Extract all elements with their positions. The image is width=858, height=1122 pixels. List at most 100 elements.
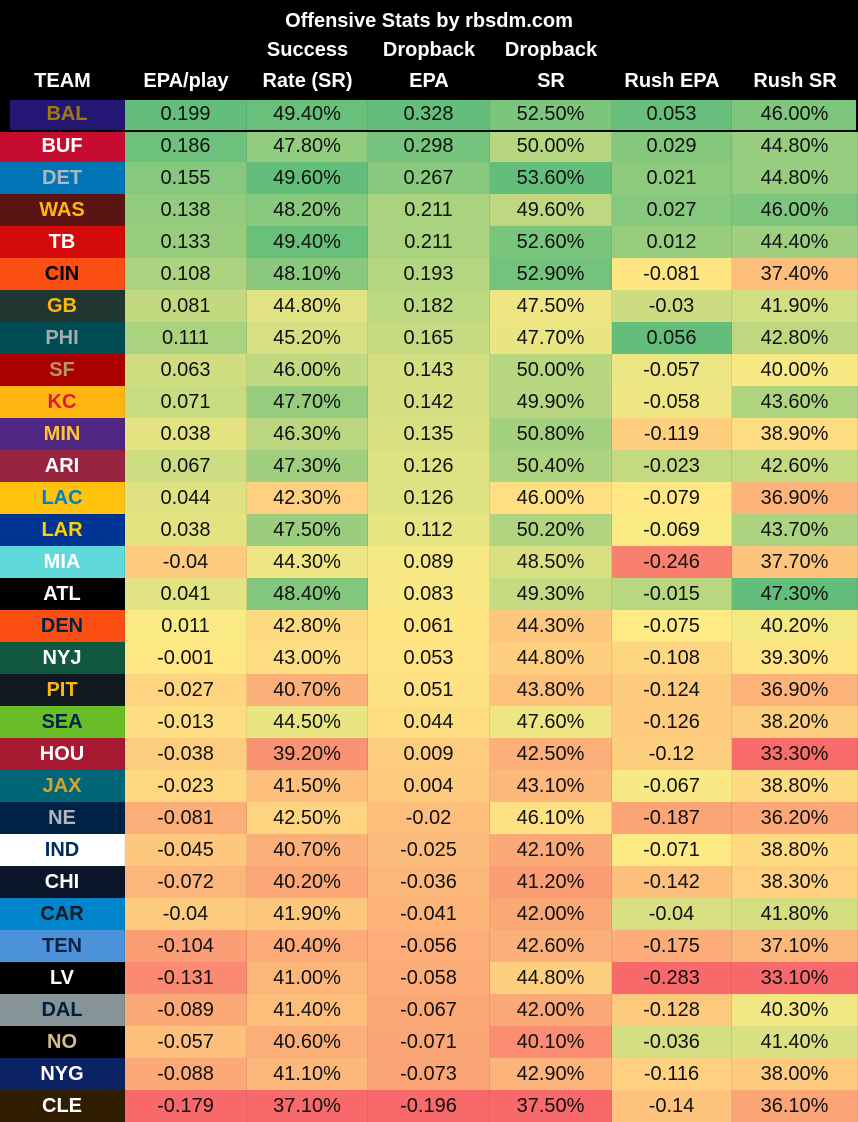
stat-cell-epa-play: 0.071 (125, 386, 247, 418)
stat-cell-success-rate: 44.30% (247, 546, 368, 578)
stat-cell-epa-play: -0.023 (125, 770, 247, 802)
stat-cell-rush-sr: 46.00% (732, 194, 858, 226)
column-header-dropback-sr: Dropback SR (490, 38, 612, 98)
stat-cell-dropback-epa: 0.051 (368, 674, 490, 706)
stat-cell-rush-epa: -0.119 (612, 418, 732, 450)
stat-cell-rush-sr: 40.00% (732, 354, 858, 386)
stat-cell-epa-play: -0.057 (125, 1026, 247, 1058)
column-header-success-rate: Success Rate (SR) (247, 38, 368, 98)
stat-cell-rush-epa: -0.116 (612, 1058, 732, 1090)
stat-cell-success-rate: 47.50% (247, 514, 368, 546)
team-cell: PIT (0, 674, 125, 706)
table-row: TB 0.133 49.40% 0.211 52.60% 0.012 44.40% (0, 226, 858, 258)
stat-cell-rush-sr: 36.10% (732, 1090, 858, 1122)
stat-cell-dropback-sr: 44.30% (490, 610, 612, 642)
stat-cell-dropback-sr: 49.90% (490, 386, 612, 418)
stat-cell-epa-play: -0.04 (125, 898, 247, 930)
stat-cell-dropback-sr: 49.30% (490, 578, 612, 610)
table-row: LV -0.131 41.00% -0.058 44.80% -0.283 33.10% (0, 962, 858, 994)
stat-cell-rush-sr: 43.70% (732, 514, 858, 546)
stat-cell-dropback-sr: 46.10% (490, 802, 612, 834)
column-header-line: EPA/play (143, 70, 229, 92)
stat-cell-dropback-sr: 50.20% (490, 514, 612, 546)
stat-cell-success-rate: 41.50% (247, 770, 368, 802)
stat-cell-success-rate: 45.20% (247, 322, 368, 354)
stat-cell-rush-sr: 33.10% (732, 962, 858, 994)
stat-cell-epa-play: -0.001 (125, 642, 247, 674)
stat-cell-success-rate: 42.80% (247, 610, 368, 642)
stat-cell-epa-play: -0.179 (125, 1090, 247, 1122)
stat-cell-epa-play: 0.041 (125, 578, 247, 610)
stat-cell-dropback-sr: 52.50% (490, 98, 612, 130)
table-row: LAC 0.044 42.30% 0.126 46.00% -0.079 36.90% (0, 482, 858, 514)
team-cell: ARI (0, 450, 125, 482)
stat-cell-rush-epa: -0.081 (612, 258, 732, 290)
stat-cell-dropback-sr: 44.80% (490, 642, 612, 674)
table-row: NYJ -0.001 43.00% 0.053 44.80% -0.108 39.30% (0, 642, 858, 674)
stat-cell-rush-sr: 44.80% (732, 130, 858, 162)
stat-cell-dropback-sr: 42.10% (490, 834, 612, 866)
team-cell: WAS (0, 194, 125, 226)
stat-cell-dropback-sr: 40.10% (490, 1026, 612, 1058)
stat-cell-dropback-sr: 42.00% (490, 898, 612, 930)
stat-cell-epa-play: -0.089 (125, 994, 247, 1026)
stat-cell-epa-play: 0.111 (125, 322, 247, 354)
stat-cell-rush-epa: 0.056 (612, 322, 732, 354)
stat-cell-dropback-epa: 0.328 (368, 98, 490, 130)
stat-cell-dropback-epa: 0.267 (368, 162, 490, 194)
column-header-rush-sr: Rush SR (732, 38, 858, 98)
stat-cell-rush-sr: 41.40% (732, 1026, 858, 1058)
table-row: MIA -0.04 44.30% 0.089 48.50% -0.246 37.70% (0, 546, 858, 578)
stat-cell-dropback-epa: -0.02 (368, 802, 490, 834)
stat-cell-success-rate: 39.20% (247, 738, 368, 770)
stat-cell-epa-play: 0.155 (125, 162, 247, 194)
column-header-team: TEAM (0, 38, 125, 98)
stat-cell-rush-sr: 42.80% (732, 322, 858, 354)
stat-cell-epa-play: -0.104 (125, 930, 247, 962)
column-header-line: EPA (409, 70, 449, 92)
column-header-line: Rate (SR) (262, 70, 353, 92)
team-cell: NYJ (0, 642, 125, 674)
team-cell: BAL (10, 98, 125, 130)
stat-cell-success-rate: 40.60% (247, 1026, 368, 1058)
stat-cell-epa-play: 0.067 (125, 450, 247, 482)
stat-cell-dropback-sr: 47.50% (490, 290, 612, 322)
team-cell: LV (0, 962, 125, 994)
stat-cell-dropback-sr: 42.60% (490, 930, 612, 962)
table-row: PIT -0.027 40.70% 0.051 43.80% -0.124 36.90% (0, 674, 858, 706)
stat-cell-epa-play: -0.131 (125, 962, 247, 994)
stat-cell-dropback-epa: -0.056 (368, 930, 490, 962)
stat-cell-rush-sr: 36.20% (732, 802, 858, 834)
stat-cell-rush-epa: -0.071 (612, 834, 732, 866)
stat-cell-success-rate: 48.10% (247, 258, 368, 290)
stat-cell-dropback-epa: 0.089 (368, 546, 490, 578)
team-cell: LAC (0, 482, 125, 514)
stat-cell-epa-play: 0.108 (125, 258, 247, 290)
stat-cell-rush-sr: 38.90% (732, 418, 858, 450)
stat-cell-dropback-sr: 46.00% (490, 482, 612, 514)
stat-cell-epa-play: 0.044 (125, 482, 247, 514)
stat-cell-epa-play: -0.038 (125, 738, 247, 770)
column-header-line: Rush EPA (624, 70, 720, 92)
stat-cell-rush-epa: -0.057 (612, 354, 732, 386)
stat-cell-dropback-epa: -0.196 (368, 1090, 490, 1122)
stat-cell-dropback-sr: 43.10% (490, 770, 612, 802)
stat-cell-rush-epa: -0.283 (612, 962, 732, 994)
stat-cell-dropback-sr: 44.80% (490, 962, 612, 994)
stat-cell-rush-sr: 38.20% (732, 706, 858, 738)
stat-cell-success-rate: 47.30% (247, 450, 368, 482)
column-header-line: SR (537, 70, 565, 92)
stat-cell-success-rate: 49.40% (247, 98, 368, 130)
team-cell: HOU (0, 738, 125, 770)
stat-cell-rush-epa: -0.108 (612, 642, 732, 674)
table-row: DEN 0.011 42.80% 0.061 44.30% -0.075 40.20% (0, 610, 858, 642)
stat-cell-epa-play: -0.081 (125, 802, 247, 834)
stat-cell-dropback-sr: 49.60% (490, 194, 612, 226)
stat-cell-success-rate: 40.70% (247, 834, 368, 866)
team-cell: DEN (0, 610, 125, 642)
stat-cell-success-rate: 48.20% (247, 194, 368, 226)
stat-cell-epa-play: 0.081 (125, 290, 247, 322)
stat-cell-rush-sr: 47.30% (732, 578, 858, 610)
stat-cell-rush-epa: -0.079 (612, 482, 732, 514)
stat-cell-rush-sr: 43.60% (732, 386, 858, 418)
